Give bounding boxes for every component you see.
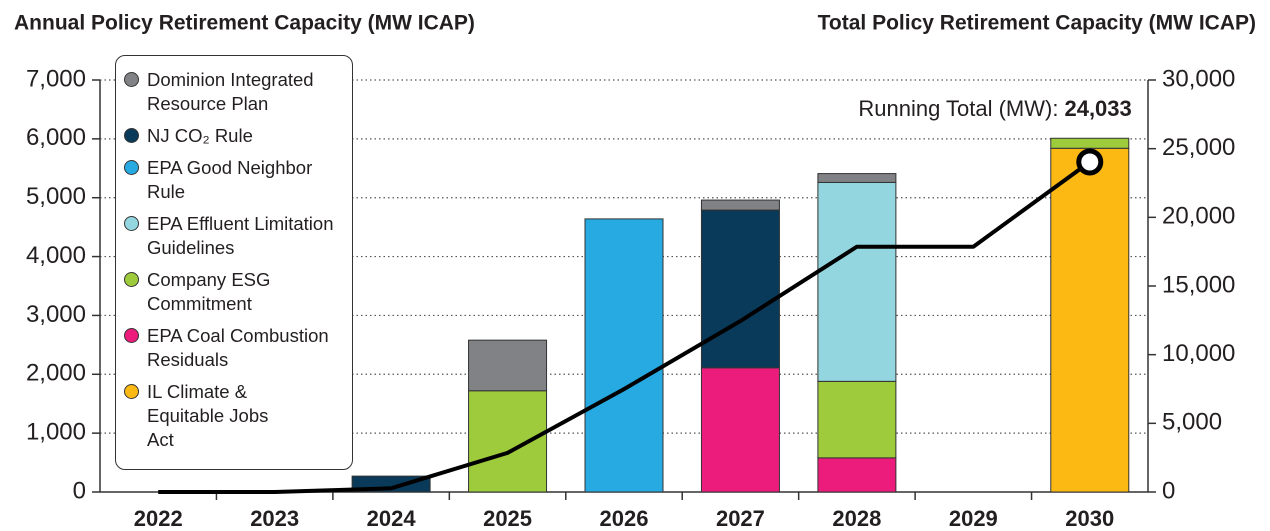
- y-tick-label: 2,000: [26, 360, 86, 387]
- legend-item: IL Climate & Equitable Jobs Act: [124, 380, 346, 452]
- bar-segment: [817, 173, 897, 183]
- y2-tick-label: 15,000: [1162, 271, 1235, 298]
- legend-swatch: [124, 328, 139, 343]
- annotation-text: Running Total (MW):: [858, 96, 1058, 121]
- y2-tick-label: 25,000: [1162, 134, 1235, 161]
- x-tick-label: 2022: [134, 506, 183, 531]
- legend-label: EPA Coal Combustion Residuals: [147, 325, 329, 370]
- bar-segment: [1050, 137, 1130, 149]
- legend: Dominion Integrated Resource Plan NJ CO₂ …: [115, 55, 353, 470]
- running-total-line: [158, 160, 1091, 494]
- bar-segment: [817, 181, 897, 382]
- legend-swatch: [124, 160, 139, 175]
- y-tick-label: 3,000: [26, 301, 86, 328]
- y-tick-label: 1,000: [26, 418, 86, 445]
- x-tick-label: 2026: [600, 506, 649, 531]
- x-tick-label: 2030: [1065, 506, 1114, 531]
- y-tick-label: 7,000: [26, 65, 86, 92]
- legend-item: EPA Coal Combustion Residuals: [124, 324, 346, 372]
- y-tick-label: 4,000: [26, 242, 86, 269]
- legend-swatch: [124, 384, 139, 399]
- bar-segment: [700, 199, 780, 211]
- running-total-annotation: Running Total (MW): 24,033: [858, 96, 1131, 121]
- y-tick-label: 0: [73, 477, 86, 504]
- x-tick-label: 2025: [483, 506, 532, 531]
- legend-label: IL Climate & Equitable Jobs Act: [147, 381, 269, 450]
- legend-swatch: [124, 72, 139, 87]
- legend-item: NJ CO₂ Rule: [124, 124, 346, 148]
- y-tick-label: 6,000: [26, 124, 86, 151]
- y-axis-title: Annual Policy Retirement Capacity (MW IC…: [14, 12, 475, 35]
- legend-label: EPA Good Neighbor Rule: [147, 157, 313, 202]
- bar-segment: [817, 380, 897, 459]
- y2-tick-label: 0: [1162, 477, 1175, 504]
- y-tick-label: 5,000: [26, 183, 86, 210]
- x-tick-label: 2027: [716, 506, 765, 531]
- x-tick-label: 2029: [949, 506, 998, 531]
- running-total-marker: [1076, 148, 1104, 176]
- bar-segment: [700, 209, 780, 369]
- legend-label: Dominion Integrated Resource Plan: [147, 69, 314, 114]
- y2-tick-label: 5,000: [1162, 409, 1222, 436]
- bar-segment: [817, 457, 897, 493]
- legend-item: EPA Good Neighbor Rule: [124, 156, 346, 204]
- bar-segment: [584, 218, 664, 493]
- legend-item: EPA Effluent Limitation Guidelines: [124, 212, 346, 260]
- bar-segment: [468, 339, 548, 392]
- legend-label: NJ CO₂ Rule: [147, 125, 253, 146]
- bar-segment: [1050, 147, 1130, 493]
- legend-item: Dominion Integrated Resource Plan: [124, 68, 346, 116]
- legend-swatch: [124, 216, 139, 231]
- y2-tick-label: 30,000: [1162, 65, 1235, 92]
- legend-label: Company ESG Commitment: [147, 269, 271, 314]
- legend-swatch: [124, 272, 139, 287]
- x-tick-label: 2028: [832, 506, 881, 531]
- bar-segment: [700, 367, 780, 493]
- y2-axis-title: Total Policy Retirement Capacity (MW ICA…: [818, 12, 1256, 35]
- bar-segment: [468, 390, 548, 493]
- x-tick-label: 2023: [250, 506, 299, 531]
- legend-label: EPA Effluent Limitation Guidelines: [147, 213, 334, 258]
- annotation-value: 24,033: [1064, 96, 1131, 121]
- legend-swatch: [124, 128, 139, 143]
- y2-tick-label: 10,000: [1162, 340, 1235, 367]
- legend-item: Company ESG Commitment: [124, 268, 346, 316]
- x-tick-label: 2024: [367, 506, 417, 531]
- y2-tick-label: 20,000: [1162, 203, 1235, 230]
